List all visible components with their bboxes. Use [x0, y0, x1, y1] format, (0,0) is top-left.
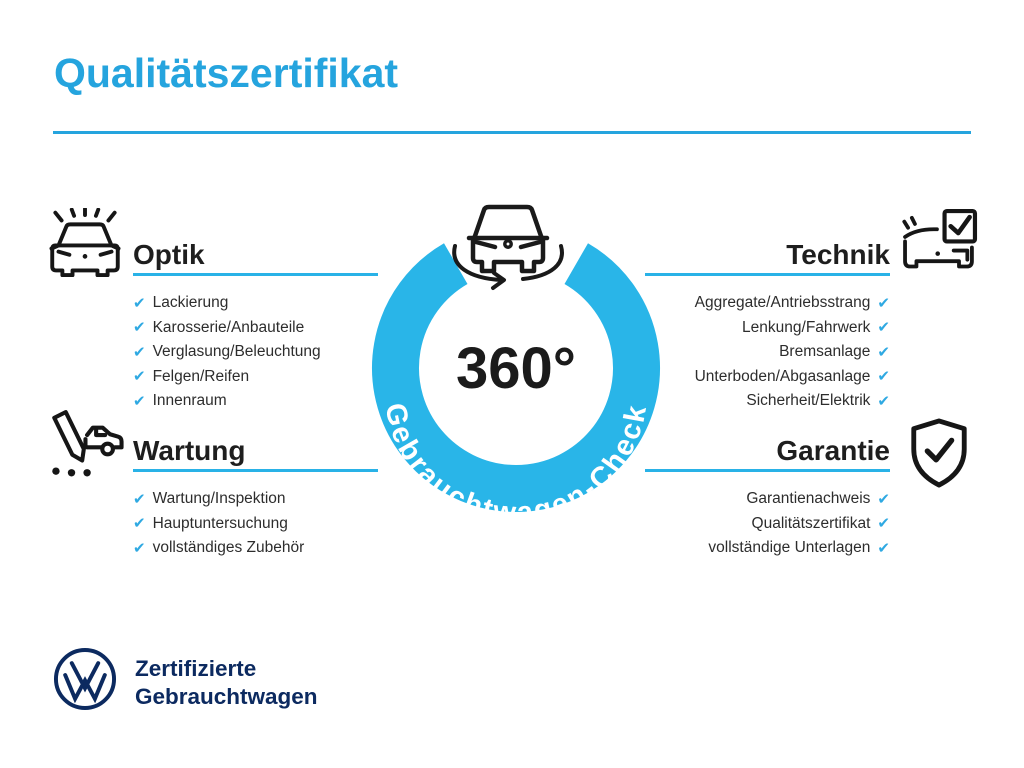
- footer-brand-line2: Gebrauchtwagen: [135, 684, 318, 709]
- item-label: Innenraum: [152, 392, 227, 410]
- shield-check-icon: [911, 418, 967, 488]
- section-wartung: Wartung ✔ Wartung/Inspektion ✔ Hauptunters…: [133, 434, 378, 561]
- check-icon: ✔: [877, 293, 890, 312]
- checklist-garantie: ✔ Garantienachweis ✔ Qualitätszertifikat ✔…: [645, 487, 890, 561]
- section-title-garantie: Garantie: [776, 435, 890, 466]
- section-underline: [133, 469, 378, 472]
- item-label: Wartung/Inspektion: [152, 490, 286, 508]
- title-divider: [53, 131, 971, 134]
- checklist-item: ✔ Innenraum: [133, 389, 378, 414]
- car-shine-icon: [49, 208, 121, 278]
- badge-degrees: 360°: [456, 336, 576, 401]
- item-label: Bremsanlage: [779, 343, 871, 361]
- check-icon: ✔: [133, 514, 146, 533]
- checklist-item: ✔ Sicherheit/Elektrik: [645, 389, 890, 414]
- checklist-item: ✔ Verglasung/Beleuchtung: [133, 340, 378, 365]
- check-icon: ✔: [133, 367, 146, 386]
- item-label: vollständiges Zubehör: [152, 539, 305, 557]
- checklist-item: ✔ Felgen/Reifen: [133, 365, 378, 390]
- item-label: Lackierung: [152, 294, 229, 312]
- checklist-item: ✔ Hauptuntersuchung: [133, 512, 378, 537]
- section-underline: [133, 273, 378, 276]
- footer-brand: Zertifizierte Gebrauchtwagen: [135, 655, 318, 711]
- check-icon: ✔: [877, 318, 890, 337]
- section-technik: Technik ✔ Aggregate/Antriebsstrang ✔ Lenku…: [645, 238, 890, 414]
- service-pencil-car-icon: [52, 410, 124, 477]
- checklist-item: ✔ Qualitätszertifikat: [645, 512, 890, 537]
- checklist-item: ✔ Garantienachweis: [645, 487, 890, 512]
- section-underline: [645, 469, 890, 472]
- checklist-item: ✔ Lackierung: [133, 291, 378, 316]
- check-icon: ✔: [133, 538, 146, 557]
- section-title-wartung: Wartung: [133, 435, 246, 466]
- item-label: Sicherheit/Elektrik: [746, 392, 871, 410]
- item-label: Qualitätszertifikat: [751, 514, 871, 532]
- check-icon: ✔: [133, 489, 146, 508]
- section-title-technik: Technik: [786, 239, 890, 270]
- item-label: Unterboden/Abgasanlage: [694, 367, 871, 385]
- check-icon: ✔: [133, 391, 146, 410]
- checklist-optik: ✔ Lackierung ✔ Karosserie/Anbauteile ✔ Verg…: [133, 291, 378, 414]
- check-icon: ✔: [877, 489, 890, 508]
- checklist-item: ✔ Wartung/Inspektion: [133, 487, 378, 512]
- item-label: vollständige Unterlagen: [708, 539, 871, 557]
- checklist-item: ✔ vollständiges Zubehör: [133, 536, 378, 561]
- check-icon: ✔: [133, 342, 146, 361]
- check-icon: ✔: [133, 293, 146, 312]
- checklist-item: ✔ Lenkung/Fahrwerk: [645, 316, 890, 341]
- item-label: Karosserie/Anbauteile: [152, 318, 305, 336]
- item-label: Lenkung/Fahrwerk: [742, 318, 871, 336]
- car-360-rotation-icon: [452, 204, 564, 290]
- checklist-item: ✔ Karosserie/Anbauteile: [133, 316, 378, 341]
- checklist-item: ✔ Unterboden/Abgasanlage: [645, 365, 890, 390]
- check-icon: ✔: [133, 318, 146, 337]
- badge-ring: [372, 243, 660, 512]
- checklist-item: ✔ Aggregate/Antriebsstrang: [645, 291, 890, 316]
- check-icon: ✔: [877, 538, 890, 557]
- badge-360-check: Gebrauchtwagen-Check 360°: [372, 204, 660, 514]
- check-icon: ✔: [877, 514, 890, 533]
- footer-brand-line1: Zertifizierte: [135, 656, 257, 681]
- checklist-wartung: ✔ Wartung/Inspektion ✔ Hauptuntersuchung ✔…: [133, 487, 378, 561]
- section-underline: [645, 273, 890, 276]
- item-label: Aggregate/Antriebsstrang: [694, 294, 871, 312]
- checklist-technik: ✔ Aggregate/Antriebsstrang ✔ Lenkung/Fahrw…: [645, 291, 890, 414]
- page-title: Qualitätszertifikat: [54, 50, 399, 96]
- section-optik: Optik ✔ Lackierung ✔ Karosserie/Anbauteile…: [133, 238, 378, 414]
- vw-logo: [53, 647, 117, 711]
- section-title-optik: Optik: [133, 239, 205, 270]
- item-label: Hauptuntersuchung: [152, 514, 288, 532]
- check-icon: ✔: [877, 367, 890, 386]
- item-label: Verglasung/Beleuchtung: [152, 343, 321, 361]
- item-label: Felgen/Reifen: [152, 367, 250, 385]
- section-garantie: Garantie ✔ Garantienachweis ✔ Qualitätszer…: [645, 434, 890, 561]
- car-checkbox-icon: [902, 208, 978, 269]
- checklist-item: ✔ Bremsanlage: [645, 340, 890, 365]
- check-icon: ✔: [877, 342, 890, 361]
- checklist-item: ✔ vollständige Unterlagen: [645, 536, 890, 561]
- item-label: Garantienachweis: [746, 490, 871, 508]
- check-icon: ✔: [877, 391, 890, 410]
